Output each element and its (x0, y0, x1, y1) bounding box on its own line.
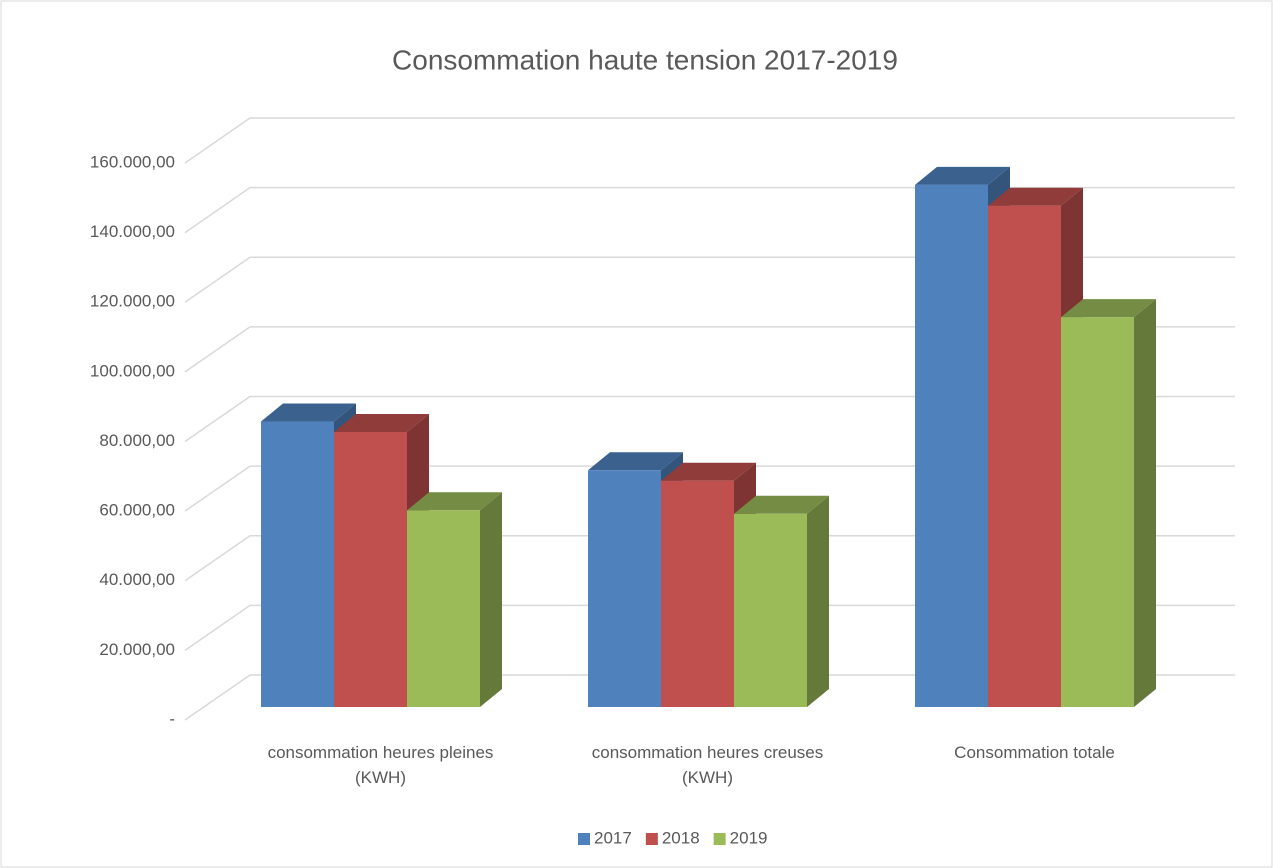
x-tick-label: consommation heures pleines (KWH) (267, 743, 494, 787)
y-tick-label: 40.000,00 (99, 570, 175, 589)
x-tick-label: Consommation totale (954, 743, 1115, 762)
grid-line-side (184, 465, 251, 512)
bar-side (807, 495, 829, 707)
bar-side (1134, 299, 1156, 707)
y-tick-label: 120.000,00 (90, 292, 175, 311)
bar-top (1061, 299, 1156, 318)
y-tick-label: 60.000,00 (99, 501, 175, 520)
grid-line-side (184, 535, 251, 582)
legend-swatch (578, 833, 590, 845)
grid-line-side (184, 604, 251, 651)
bar (915, 184, 988, 707)
grid-line-side (184, 395, 251, 443)
bar-side (480, 492, 502, 707)
y-tick-label: 100.000,00 (90, 361, 175, 380)
legend-swatch (645, 833, 658, 845)
bar (1061, 317, 1134, 707)
bar-top (407, 492, 502, 511)
grid-line-side (184, 674, 251, 721)
grid-line-side (184, 256, 251, 303)
y-tick-label: 140.000,00 (90, 222, 175, 241)
bar (661, 480, 734, 707)
bar (734, 513, 807, 707)
bar (407, 510, 480, 707)
bar-top (988, 187, 1083, 206)
bar-top (915, 166, 1010, 185)
legend-label: 2019 (730, 828, 768, 847)
grid-line-side (184, 326, 251, 373)
bar-top (661, 462, 756, 481)
bar-top (734, 495, 829, 514)
legend-label: 2017 (594, 828, 632, 847)
y-tick-label: 20.000,00 (99, 640, 175, 659)
legend-label: 2018 (662, 828, 700, 847)
bar (261, 421, 334, 707)
grid-line-side (184, 187, 251, 234)
bar-top (588, 452, 683, 471)
legend-swatch (713, 833, 726, 845)
bar (588, 470, 661, 707)
bar-top (334, 413, 429, 432)
y-tick-label: - (169, 709, 175, 728)
y-tick-label: 160.000,00 (90, 152, 175, 171)
y-tick-label: 80.000,00 (99, 431, 175, 450)
bar (988, 205, 1061, 707)
x-tick-label: consommation heures creuses (KWH) (591, 743, 824, 787)
chart-title: Consommation haute tension 2017-2019 (392, 44, 898, 75)
grid-line-side (184, 117, 251, 164)
bar-top (261, 403, 356, 422)
bar (334, 431, 407, 707)
